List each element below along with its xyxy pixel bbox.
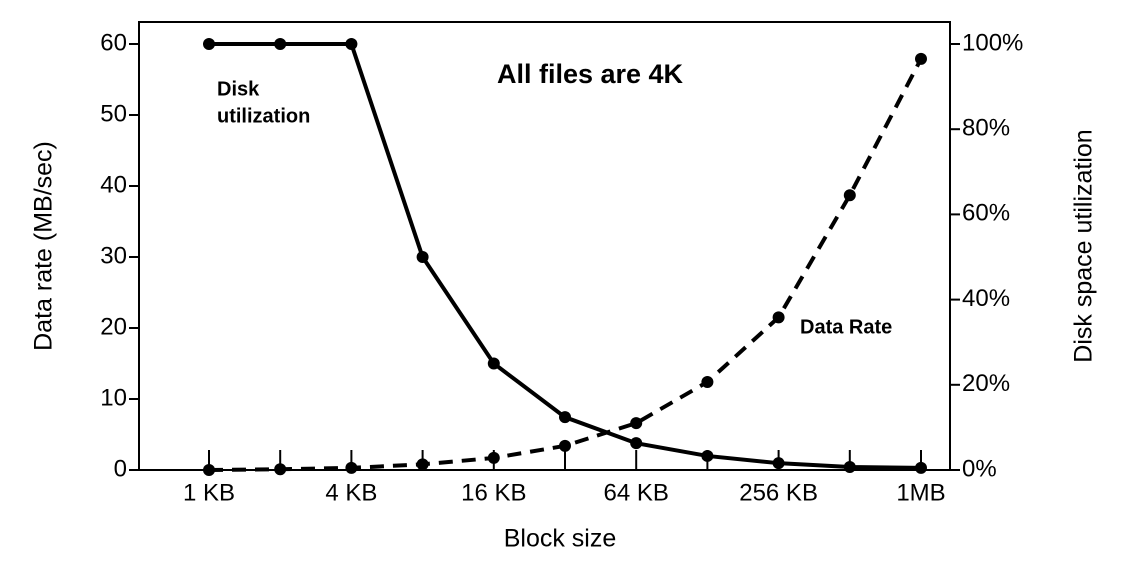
annotation: Disk bbox=[217, 78, 260, 100]
point bbox=[416, 458, 429, 471]
y-tick-label: 20 bbox=[100, 313, 127, 340]
plot-frame bbox=[138, 21, 951, 471]
y2-tick-label: 80% bbox=[962, 115, 1010, 142]
point bbox=[203, 38, 215, 50]
y2-tick-label: 100% bbox=[962, 29, 1023, 56]
point bbox=[630, 437, 643, 450]
y2-tick-label: 0% bbox=[962, 455, 997, 482]
point bbox=[843, 461, 856, 474]
x-tick-label: 16 KB bbox=[461, 479, 526, 506]
point bbox=[915, 461, 927, 474]
point bbox=[701, 449, 714, 462]
point bbox=[772, 311, 785, 324]
point bbox=[345, 38, 358, 50]
x-tick-label: 256 KB bbox=[739, 479, 818, 506]
point bbox=[630, 417, 643, 430]
x-tick-label: 1 KB bbox=[183, 479, 235, 506]
point bbox=[274, 38, 287, 50]
annotation: utilization bbox=[217, 105, 310, 127]
y-tick-label: 30 bbox=[100, 242, 127, 269]
point bbox=[345, 461, 358, 474]
y-tick-label: 0 bbox=[114, 455, 127, 482]
point bbox=[701, 375, 714, 388]
x-axis-label: Block size bbox=[504, 525, 617, 553]
y-tick-label: 60 bbox=[100, 29, 127, 56]
point bbox=[274, 463, 287, 476]
annotation: Data Rate bbox=[800, 316, 892, 338]
y2-tick-label: 60% bbox=[962, 200, 1010, 227]
y2-tick-label: 20% bbox=[962, 370, 1010, 397]
point bbox=[915, 52, 927, 65]
point bbox=[772, 457, 785, 470]
y-axis-label: Data rate (MB/sec) bbox=[30, 141, 58, 351]
x-tick-label: 4 KB bbox=[325, 479, 377, 506]
chart-title: All files are 4K bbox=[497, 59, 684, 89]
point bbox=[487, 357, 500, 370]
series-line bbox=[209, 42, 922, 470]
point bbox=[416, 251, 429, 263]
point bbox=[559, 411, 571, 424]
point bbox=[203, 464, 215, 476]
point bbox=[843, 189, 856, 202]
point bbox=[487, 451, 500, 464]
x-tick-label: 1MB bbox=[896, 479, 945, 506]
x-tick-label: 64 KB bbox=[604, 479, 669, 506]
y-tick-label: 50 bbox=[100, 100, 127, 127]
y2-axis-label: Disk space utilization bbox=[1070, 129, 1098, 362]
y-tick-label: 10 bbox=[100, 384, 127, 411]
point bbox=[559, 439, 571, 452]
y2-tick-label: 40% bbox=[962, 285, 1010, 312]
series-line bbox=[208, 57, 923, 472]
y-tick-label: 40 bbox=[100, 171, 127, 198]
